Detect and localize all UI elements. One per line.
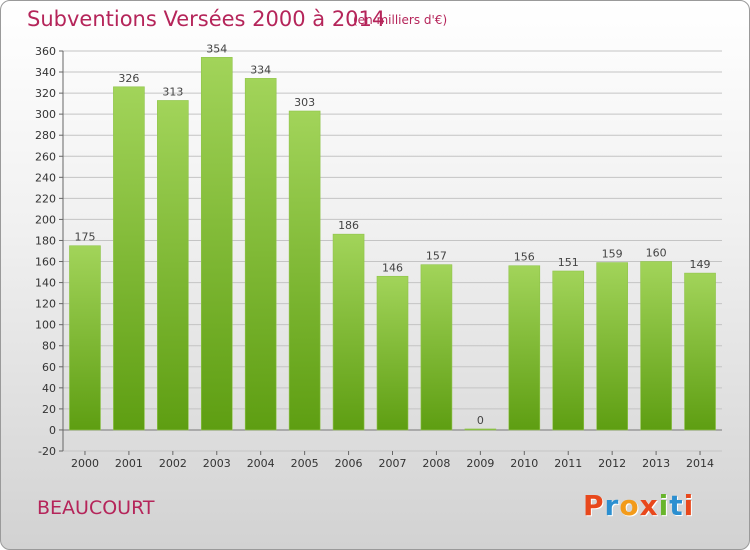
- bars: [69, 57, 716, 431]
- logo-letter: x: [639, 489, 659, 522]
- bar-value-label: 186: [338, 219, 359, 232]
- bar-2001: [113, 86, 145, 431]
- y-tick-label: -20: [38, 445, 56, 458]
- y-tick-label: 260: [35, 150, 56, 163]
- y-tick-label: 20: [42, 403, 56, 416]
- bar-value-label: 303: [294, 96, 315, 109]
- x-tick-label: 2004: [247, 457, 275, 470]
- bar-value-label: 159: [602, 248, 623, 261]
- chart-subtitle: (en milliers d'€): [353, 13, 448, 27]
- x-tick-label: 2007: [379, 457, 407, 470]
- y-tick-label: 300: [35, 108, 56, 121]
- y-tick-label: 80: [42, 340, 56, 353]
- x-tick-label: 2002: [159, 457, 187, 470]
- y-tick-label: 40: [42, 382, 56, 395]
- y-tick-label: 60: [42, 361, 56, 374]
- y-tick-label: 240: [35, 171, 56, 184]
- bar-2005: [288, 110, 321, 431]
- bar-2012: [596, 262, 628, 431]
- bar-value-label: 334: [250, 63, 271, 76]
- x-tick-label: 2008: [422, 457, 450, 470]
- x-tick-label: 2000: [71, 457, 99, 470]
- town-name: BEAUCOURT: [37, 497, 155, 519]
- bar-value-label: 175: [74, 231, 95, 244]
- proxiti-logo[interactable]: Proxiti: [583, 489, 694, 522]
- bar-value-label: 151: [558, 256, 579, 269]
- logo-letter: o: [619, 489, 640, 522]
- bar-value-label: 157: [426, 250, 447, 263]
- bar-value-label: 156: [514, 251, 535, 264]
- x-tick-label: 2011: [554, 457, 582, 470]
- logo-letter: i: [683, 489, 695, 522]
- y-tick-label: 100: [35, 319, 56, 332]
- y-tick-label: 180: [35, 234, 56, 247]
- bar-2009: [464, 428, 497, 431]
- bar-value-label: 146: [382, 261, 403, 274]
- bar-2003: [200, 57, 233, 431]
- logo-letter: t: [669, 489, 684, 522]
- logo-letter: r: [604, 489, 620, 522]
- y-tick-label: 140: [35, 277, 56, 290]
- x-tick-label: 2006: [335, 457, 363, 470]
- logo-letter: i: [658, 489, 670, 522]
- bar-2006: [332, 233, 365, 431]
- y-tick-label: 340: [35, 66, 56, 79]
- bar-2010: [508, 265, 541, 431]
- bar-2013: [640, 261, 672, 431]
- bar-value-label: 0: [477, 414, 484, 427]
- y-tick-label: 280: [35, 129, 56, 142]
- bar-2007: [376, 275, 409, 431]
- bar-2011: [552, 270, 585, 431]
- bar-value-label: 313: [162, 85, 183, 98]
- y-tick-label: 120: [35, 298, 56, 311]
- bar-2000: [69, 245, 101, 431]
- y-tick-label: 0: [49, 424, 56, 437]
- bar-value-label: 354: [206, 42, 227, 55]
- y-tick-label: 220: [35, 192, 56, 205]
- x-tick-label: 2013: [642, 457, 670, 470]
- bar-2014: [684, 272, 716, 431]
- x-tick-label: 2003: [203, 457, 231, 470]
- logo-letter: P: [583, 489, 605, 522]
- x-tick-label: 2012: [598, 457, 626, 470]
- x-tick-label: 2001: [115, 457, 143, 470]
- data-labels: 175 326 313 354 334 303 186 146 157 0 156 151 159 160…: [74, 42, 710, 427]
- bar-2004: [244, 78, 277, 431]
- y-tick-label: 160: [35, 256, 56, 269]
- y-tick-label: 320: [35, 87, 56, 100]
- x-tick-label: 2005: [291, 457, 319, 470]
- chart-title: Subventions Versées 2000 à 2014: [27, 7, 386, 31]
- x-tick-label: 2010: [510, 457, 538, 470]
- bar-value-label: 160: [646, 247, 667, 260]
- x-tick-label: 2009: [466, 457, 494, 470]
- bar-2008: [420, 264, 453, 431]
- x-tick-label: 2014: [686, 457, 714, 470]
- y-tick-label: 200: [35, 213, 56, 226]
- bar-2002: [157, 100, 189, 431]
- bar-value-label: 326: [118, 72, 139, 85]
- bar-value-label: 149: [690, 258, 711, 271]
- y-tick-label: 360: [35, 45, 56, 58]
